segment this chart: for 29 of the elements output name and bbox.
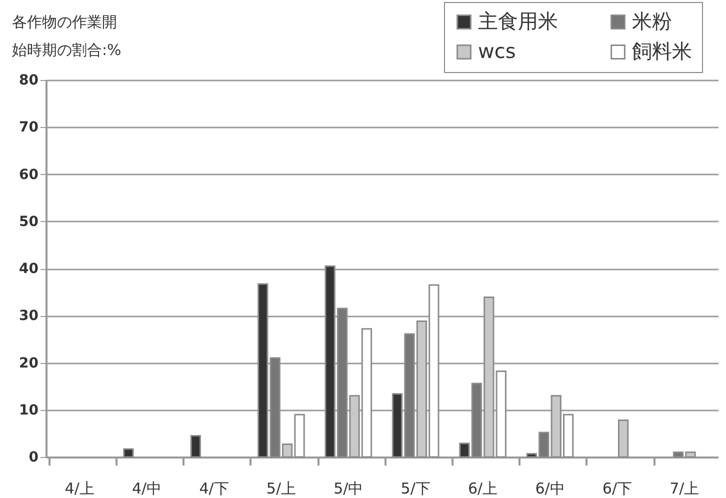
x-tick-label: 5/下 [400, 480, 430, 498]
legend-label: 米粉 [632, 9, 672, 33]
x-tick-label: 4/上 [64, 480, 94, 498]
y-tick-label: 60 [19, 166, 39, 183]
y-tick-label: 30 [19, 308, 39, 324]
y-tick-label: 10 [19, 402, 39, 418]
y-tick-label: 50 [19, 214, 39, 230]
chart-title: 各作物の作業開始時期の割合:% [12, 12, 122, 61]
y-tick-label: 20 [19, 355, 39, 372]
y-tick-label: 70 [19, 120, 39, 136]
bar [258, 283, 268, 458]
x-tick-label: 6/下 [602, 480, 632, 498]
y-tick-label: 0 [28, 450, 39, 466]
x-tick-label: 6/上 [468, 480, 498, 498]
y-tick-label: 40 [19, 261, 39, 277]
bar [496, 370, 506, 458]
x-tick-label: 7/上 [670, 480, 700, 498]
legend-label: wcs [478, 39, 516, 63]
x-tick-label: 5/上 [266, 480, 296, 498]
x-tick-label: 6/中 [535, 480, 565, 498]
bar [190, 435, 202, 458]
x-tick-label: 4/下 [199, 480, 229, 498]
x-tick-label: 5/中 [334, 480, 364, 498]
legend-label: 飼料米 [632, 39, 692, 63]
y-tick-label: 80 [19, 72, 39, 88]
x-tick-label: 4/中 [132, 480, 162, 498]
bar [618, 419, 629, 458]
bar [123, 448, 134, 458]
legend-label: 主食用米 [478, 9, 558, 33]
